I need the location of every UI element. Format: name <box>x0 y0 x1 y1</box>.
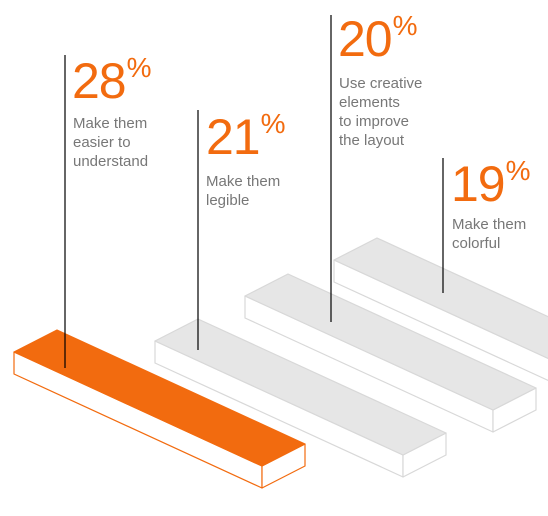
bar-3 <box>333 237 548 382</box>
bar-top-face <box>333 237 548 360</box>
value-label-3: 19% <box>451 156 531 212</box>
bar-top-face <box>154 318 447 456</box>
category-label-3: Make them colorful <box>452 216 527 252</box>
bar-top-face <box>13 329 306 467</box>
value-number: 20 <box>338 11 393 67</box>
value-unit: % <box>505 155 531 186</box>
value-number: 28 <box>72 53 127 109</box>
value-unit: % <box>260 108 286 139</box>
category-label-0: Make them easier to understand <box>73 115 149 170</box>
value-number: 19 <box>451 156 506 212</box>
category-label-1: Make them legible <box>206 173 281 209</box>
bar-0 <box>13 329 306 489</box>
value-label-0: 28% <box>72 53 152 109</box>
value-number: 21 <box>206 109 261 165</box>
bar-2 <box>244 273 537 433</box>
bar-top-face <box>244 273 537 411</box>
bar-1 <box>154 318 447 478</box>
value-label-2: 20% <box>338 11 418 67</box>
bars-group <box>13 237 548 489</box>
category-label-2: Use creative elements to improve the lay… <box>339 75 423 149</box>
leader-lines <box>64 15 444 368</box>
value-unit: % <box>392 10 418 41</box>
value-label-1: 21% <box>206 109 286 165</box>
value-unit: % <box>126 52 152 83</box>
